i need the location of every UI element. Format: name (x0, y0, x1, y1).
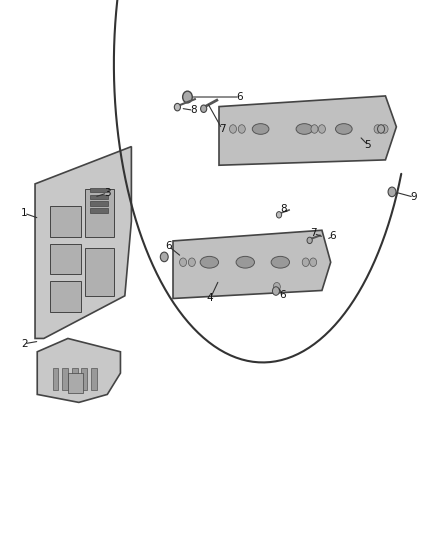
Text: 5: 5 (364, 140, 371, 150)
Circle shape (318, 125, 325, 133)
Ellipse shape (236, 256, 254, 268)
Text: 6: 6 (237, 92, 244, 102)
Bar (53, 368, 58, 390)
Text: 8: 8 (280, 204, 287, 214)
Text: 2: 2 (21, 339, 28, 349)
Circle shape (183, 91, 192, 103)
Circle shape (310, 258, 317, 266)
Polygon shape (37, 338, 120, 402)
Bar (72, 368, 78, 390)
Circle shape (273, 282, 280, 291)
Circle shape (160, 252, 168, 262)
Bar (62, 368, 68, 390)
Text: 6: 6 (329, 231, 336, 241)
Ellipse shape (252, 124, 269, 134)
Text: 3: 3 (104, 188, 111, 198)
Text: 7: 7 (310, 229, 317, 238)
Circle shape (388, 187, 396, 197)
Polygon shape (173, 230, 331, 298)
Circle shape (180, 258, 187, 266)
Text: 8: 8 (190, 106, 197, 115)
Bar (85, 189, 114, 237)
Text: 9: 9 (410, 192, 417, 202)
Bar (81, 368, 87, 390)
Text: 7: 7 (219, 124, 226, 134)
Circle shape (272, 287, 279, 295)
Circle shape (188, 258, 195, 266)
Ellipse shape (271, 256, 290, 268)
Circle shape (238, 125, 245, 133)
Text: 1: 1 (21, 208, 28, 218)
Bar (90, 208, 108, 213)
Circle shape (378, 125, 385, 133)
Bar (85, 248, 114, 296)
Bar (50, 206, 81, 237)
Bar (90, 201, 108, 206)
Polygon shape (219, 96, 396, 165)
Bar (50, 281, 81, 312)
Circle shape (201, 105, 207, 112)
Circle shape (311, 125, 318, 133)
Bar (68, 373, 83, 393)
Circle shape (307, 237, 312, 244)
Ellipse shape (200, 256, 219, 268)
Circle shape (230, 125, 237, 133)
Bar (90, 195, 108, 199)
Circle shape (276, 212, 282, 218)
Ellipse shape (296, 124, 313, 134)
Bar (90, 188, 108, 192)
Ellipse shape (336, 124, 352, 134)
Bar (50, 244, 81, 274)
Text: 6: 6 (165, 241, 172, 251)
Text: 4: 4 (207, 294, 214, 303)
Text: 6: 6 (279, 290, 286, 300)
Circle shape (381, 125, 388, 133)
Bar (91, 368, 97, 390)
Circle shape (374, 125, 381, 133)
Circle shape (174, 103, 180, 111)
Polygon shape (35, 147, 131, 338)
Circle shape (302, 258, 309, 266)
